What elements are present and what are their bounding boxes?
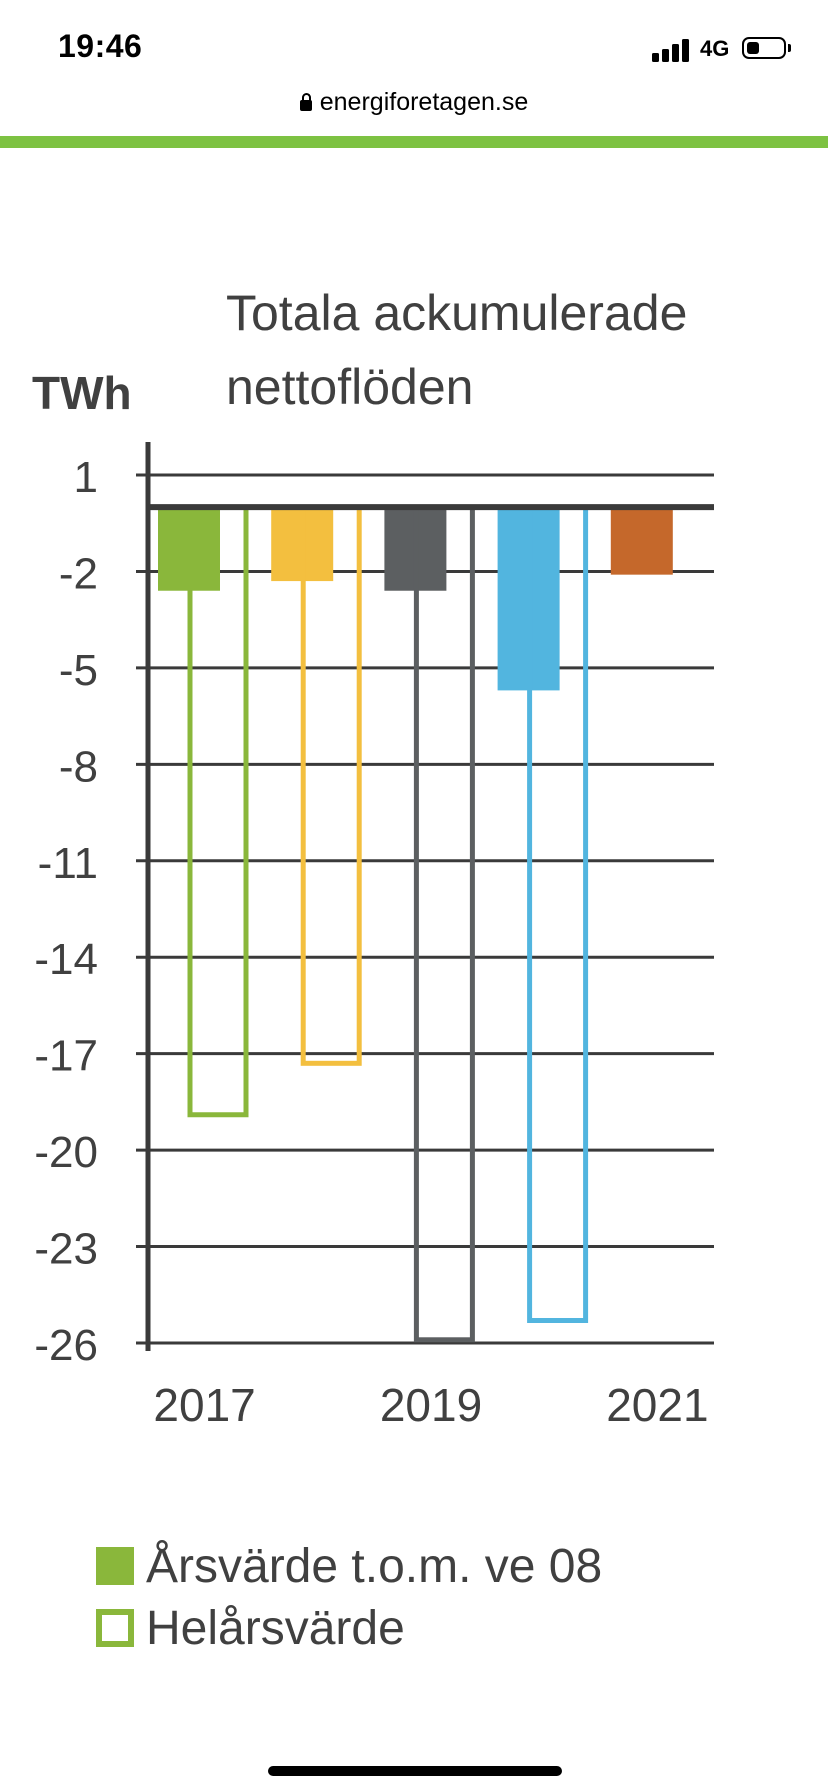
y-tick-label: -14 — [34, 935, 98, 984]
y-tick-label: -8 — [59, 742, 98, 791]
y-tick-label: -5 — [59, 646, 98, 695]
signal-bars-icon — [652, 38, 692, 62]
home-indicator[interactable] — [268, 1766, 562, 1776]
brand-strip — [0, 136, 828, 148]
bar-outline — [413, 504, 475, 1343]
y-tick-label: -17 — [34, 1032, 98, 1081]
status-time: 19:46 — [58, 28, 143, 64]
battery-icon — [742, 37, 786, 59]
y-tick-label: -26 — [34, 1321, 98, 1370]
y-tick-label: -20 — [34, 1128, 98, 1177]
legend-swatch-outline — [96, 1609, 134, 1647]
chart-title-line-2: nettoflöden — [226, 359, 474, 415]
lock-icon — [299, 93, 312, 111]
battery-tip — [788, 44, 791, 52]
chart-title: Totala ackumulerade nettoflöden — [226, 276, 786, 424]
legend-label-outline: Helårsvärde — [146, 1602, 405, 1655]
y-axis-unit: TWh — [32, 367, 132, 419]
battery-level — [747, 42, 759, 54]
network-label: 4G — [700, 36, 730, 61]
url-text: energiforetagen.se — [319, 88, 529, 116]
bar-outline — [300, 504, 362, 1066]
y-tick-label: -23 — [34, 1225, 98, 1274]
bar-chart: 1 -2 -5 -8 -11 -14 -17 -20 -23 -26 2017 2019 2021 — [34, 442, 714, 1430]
legend-swatch-filled — [96, 1547, 134, 1585]
chart-title-line-1: Totala ackumulerade — [226, 285, 688, 341]
legend-item-outline: Helårsvärde — [96, 1598, 602, 1660]
x-tick-label: 2021 — [606, 1379, 708, 1430]
x-tick-label: 2017 — [153, 1379, 255, 1430]
chart-legend: Årsvärde t.o.m. ve 08 Helårsvärde — [96, 1536, 602, 1660]
y-tick-label: 1 — [74, 453, 98, 502]
legend-label-filled: Årsvärde t.o.m. ve 08 — [146, 1540, 603, 1593]
y-tick-label: -2 — [59, 549, 98, 598]
url-bar[interactable]: energiforetagen.se — [0, 88, 828, 128]
y-tick-label: -11 — [38, 839, 98, 888]
bar-outline — [187, 504, 249, 1118]
status-bar: 19:46 4G — [0, 0, 828, 100]
bar-filled — [610, 507, 673, 575]
legend-item-filled: Årsvärde t.o.m. ve 08 — [96, 1536, 602, 1598]
x-tick-label: 2019 — [380, 1379, 482, 1430]
